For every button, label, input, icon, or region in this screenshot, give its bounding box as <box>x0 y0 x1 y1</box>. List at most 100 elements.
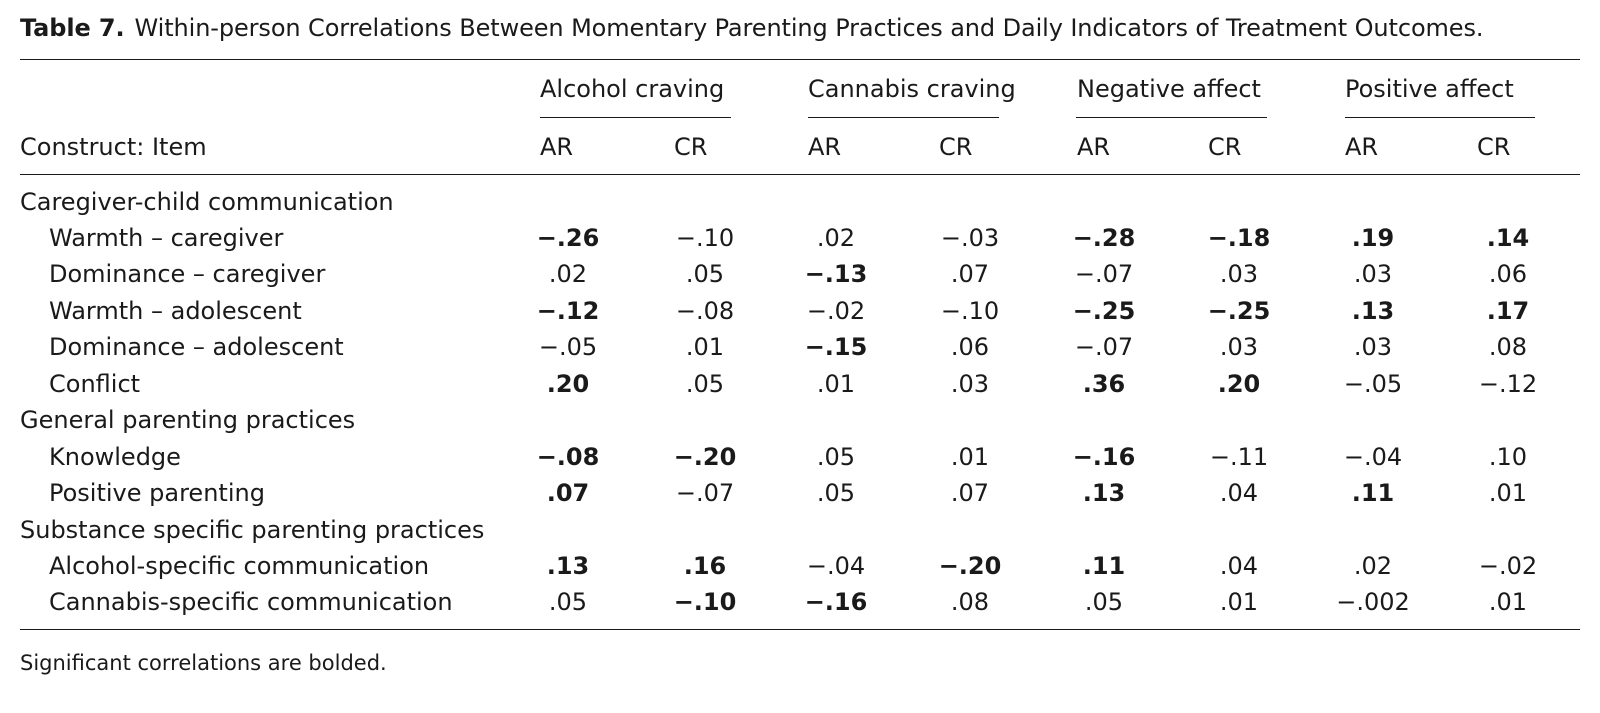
table-cell: .01 <box>685 333 725 361</box>
top-rule <box>20 59 1580 60</box>
row-label: Dominance – adolescent <box>49 333 344 361</box>
table-cell: .14 <box>1486 224 1530 252</box>
table-cell: .04 <box>1219 479 1259 507</box>
table-cell: −.002 <box>1336 588 1410 616</box>
table-cell: −.10 <box>940 297 1000 325</box>
table-cell: −.05 <box>538 333 598 361</box>
subcolumn-header: CR <box>674 133 708 161</box>
table-cell: .01 <box>1488 588 1528 616</box>
table-cell: −.16 <box>1072 443 1136 471</box>
table-label: Table 7. <box>20 14 125 42</box>
table-cell: −.04 <box>806 552 866 580</box>
table-cell: −.18 <box>1207 224 1271 252</box>
table-cell: −.13 <box>804 260 868 288</box>
table-caption: Table 7. Within-person Correlations Betwe… <box>20 14 1484 42</box>
table-cell: .01 <box>1488 479 1528 507</box>
row-label: Conflict <box>49 370 141 398</box>
subcolumn-header: AR <box>540 133 574 161</box>
table-cell: −.02 <box>806 297 866 325</box>
table-cell: .06 <box>950 333 990 361</box>
column-group-rule <box>540 117 731 118</box>
table-cell: .07 <box>950 479 990 507</box>
table-cell: .11 <box>1082 552 1126 580</box>
table-cell: .03 <box>1353 260 1393 288</box>
table-cell: −.16 <box>804 588 868 616</box>
table-cell: .07 <box>950 260 990 288</box>
section-label: Substance specific parenting practices <box>20 516 485 544</box>
table-cell: .08 <box>950 588 990 616</box>
subcolumn-header: AR <box>1345 133 1379 161</box>
table-cell: .03 <box>1219 333 1259 361</box>
table-cell: .05 <box>685 260 725 288</box>
section-label: General parenting practices <box>20 406 356 434</box>
subcolumn-header: AR <box>808 133 842 161</box>
table-cell: −.07 <box>1074 333 1134 361</box>
table-cell: .01 <box>950 443 990 471</box>
table-cell: −.26 <box>536 224 600 252</box>
row-label: Positive parenting <box>49 479 265 507</box>
table-cell: .04 <box>1219 552 1259 580</box>
row-label: Knowledge <box>49 443 181 471</box>
table-cell: −.08 <box>675 297 735 325</box>
table-cell: .10 <box>1488 443 1528 471</box>
table-cell: .02 <box>1353 552 1393 580</box>
table-cell: .03 <box>1353 333 1393 361</box>
table-cell: −.12 <box>1478 370 1538 398</box>
table-cell: .17 <box>1486 297 1530 325</box>
table-cell: .13 <box>546 552 590 580</box>
table-title: Within-person Correlations Between Momen… <box>134 14 1484 42</box>
row-label: Warmth – adolescent <box>49 297 302 325</box>
table-cell: −.07 <box>1074 260 1134 288</box>
table-cell: −.03 <box>940 224 1000 252</box>
table-cell: −.04 <box>1343 443 1403 471</box>
bottom-rule <box>20 629 1580 630</box>
table-cell: .05 <box>685 370 725 398</box>
subcolumn-header: AR <box>1077 133 1111 161</box>
table-cell: −.02 <box>1478 552 1538 580</box>
table-cell: .01 <box>1219 588 1259 616</box>
table-cell: .05 <box>548 588 588 616</box>
table-cell: −.10 <box>675 224 735 252</box>
table-cell: −.12 <box>536 297 600 325</box>
table-cell: −.25 <box>1207 297 1271 325</box>
row-label: Warmth – caregiver <box>49 224 284 252</box>
header-rule <box>20 174 1580 175</box>
column-group-rule <box>808 117 999 118</box>
subcolumn-header: CR <box>939 133 973 161</box>
table-cell: −.20 <box>938 552 1002 580</box>
row-label: Dominance – caregiver <box>49 260 326 288</box>
table-cell: −.25 <box>1072 297 1136 325</box>
table-cell: .13 <box>1351 297 1395 325</box>
table-cell: .20 <box>1217 370 1261 398</box>
table-cell: .13 <box>1082 479 1126 507</box>
table-cell: .05 <box>816 479 856 507</box>
table-cell: .19 <box>1351 224 1395 252</box>
row-label: Alcohol-specific communication <box>49 552 430 580</box>
column-group-label: Alcohol craving <box>540 75 725 103</box>
table-cell: .05 <box>816 443 856 471</box>
table-cell: .05 <box>1084 588 1124 616</box>
subcolumn-header: CR <box>1208 133 1242 161</box>
table-cell: .07 <box>546 479 590 507</box>
table-cell: −.10 <box>673 588 737 616</box>
table-note: Significant correlations are bolded. <box>20 651 387 675</box>
row-label: Cannabis-specific communication <box>49 588 453 616</box>
table-cell: −.05 <box>1343 370 1403 398</box>
table-cell: −.15 <box>804 333 868 361</box>
table-cell: .03 <box>1219 260 1259 288</box>
table-cell: −.08 <box>536 443 600 471</box>
column-group-label: Negative affect <box>1077 75 1261 103</box>
table-cell: .02 <box>548 260 588 288</box>
table-cell: .16 <box>683 552 727 580</box>
table-cell: .01 <box>816 370 856 398</box>
table-cell: .03 <box>950 370 990 398</box>
table-cell: .11 <box>1351 479 1395 507</box>
table-cell: .02 <box>816 224 856 252</box>
column-group-label: Positive affect <box>1345 75 1514 103</box>
table-cell: .36 <box>1082 370 1126 398</box>
table-cell: −.20 <box>673 443 737 471</box>
subcolumn-header: CR <box>1477 133 1511 161</box>
table-cell: −.11 <box>1209 443 1269 471</box>
table-cell: .06 <box>1488 260 1528 288</box>
